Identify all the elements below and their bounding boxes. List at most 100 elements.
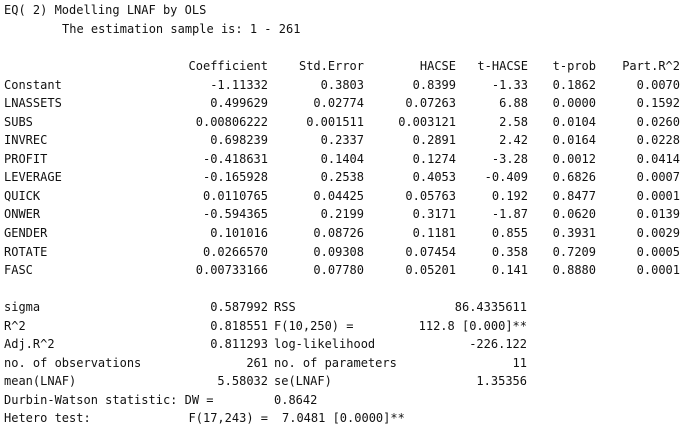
- stat-label: Adj.R^2: [4, 337, 55, 352]
- cell: 0.4053: [412, 170, 456, 185]
- cell: 0.09308: [313, 244, 364, 259]
- column-header: t-HACSE: [477, 59, 528, 73]
- column-header: HACSE: [419, 59, 456, 73]
- row-label: ROTATE: [4, 244, 48, 259]
- cell: 0.0012: [552, 151, 596, 166]
- cell: 0.0260: [636, 114, 680, 129]
- cell: 0.003121: [398, 114, 456, 129]
- stat-label: mean(LNAF): [4, 374, 77, 389]
- column-header: t-prob: [552, 59, 596, 73]
- stat-value: 1.35356: [476, 374, 527, 389]
- cell: 0.00806222: [195, 114, 268, 129]
- row-label: Constant: [4, 77, 62, 92]
- stat-label: sigma: [4, 300, 41, 315]
- cell: 0.0029: [636, 225, 680, 240]
- cell: 0.07780: [313, 263, 364, 278]
- cell: 0.698239: [210, 133, 268, 148]
- cell: 2.58: [499, 114, 528, 129]
- stat-value: 0.811293: [210, 337, 268, 352]
- cell: 0.0104: [552, 114, 596, 129]
- cell: 0.00733166: [195, 263, 268, 278]
- stat-label: no. of observations: [4, 355, 142, 370]
- cell: 0.0414: [636, 151, 680, 166]
- cell: 0.1181: [412, 225, 456, 240]
- cell: -3.28: [491, 151, 528, 166]
- cell: -0.165928: [202, 170, 268, 185]
- row-label: INVREC: [4, 133, 48, 148]
- cell: 0.05763: [405, 188, 456, 203]
- row-label: LNASSETS: [4, 96, 62, 111]
- cell: -0.409: [484, 170, 528, 185]
- cell: 0.8399: [412, 77, 456, 92]
- stat-label: se(LNAF): [274, 374, 332, 389]
- cell: 0.101016: [210, 225, 268, 240]
- cell: 0.8880: [552, 263, 596, 278]
- cell: 0.8477: [552, 188, 596, 203]
- cell: 6.88: [499, 96, 528, 111]
- cell: -1.33: [491, 77, 528, 92]
- stat-label: R^2: [4, 318, 26, 333]
- cell: 0.358: [491, 244, 528, 259]
- cell: -1.11332: [210, 77, 268, 92]
- cell: 0.08726: [313, 225, 364, 240]
- cell: 0.499629: [210, 96, 268, 111]
- cell: 0.0139: [636, 207, 680, 222]
- row-label: LEVERAGE: [4, 170, 62, 185]
- row-label: SUBS: [4, 114, 33, 129]
- cell: 0.2891: [412, 133, 456, 148]
- stat-value: 112.8 [0.000]**: [418, 318, 527, 333]
- stat-value: 5.58032: [217, 374, 268, 389]
- cell: 0.0001: [636, 263, 680, 278]
- column-header: Std.Error: [298, 59, 364, 73]
- cell: -0.594365: [202, 207, 268, 222]
- stat-label: log-likelihood: [274, 337, 376, 352]
- cell: 0.3803: [320, 77, 364, 92]
- cell: 0.0001: [636, 188, 680, 203]
- stat-label: Durbin-Watson statistic: DW =: [4, 392, 214, 407]
- cell: 0.855: [491, 225, 528, 240]
- row-label: ONWER: [4, 207, 41, 222]
- row-label: FASC: [4, 263, 33, 278]
- cell: 0.1592: [636, 96, 680, 111]
- stat-value: 86.4335611: [454, 300, 527, 315]
- sample: The estimation sample is: 1 - 261: [62, 22, 301, 36]
- stat-value: 0.818551: [210, 318, 268, 333]
- cell: 0.0110765: [202, 188, 268, 203]
- cell: 0.07454: [405, 244, 456, 259]
- cell: 0.02774: [313, 96, 364, 111]
- cell: 0.0266570: [202, 244, 268, 259]
- cell: 0.7209: [552, 244, 596, 259]
- cell: 2.42: [499, 133, 528, 148]
- stat-value: 0.587992: [210, 300, 268, 315]
- stat-value: 261: [246, 355, 268, 370]
- cell: 0.0620: [552, 207, 596, 222]
- cell: 0.0070: [636, 77, 680, 92]
- row-label: PROFIT: [4, 151, 48, 166]
- cell: 0.1404: [320, 151, 364, 166]
- cell: 0.0007: [636, 170, 680, 185]
- stat-value: -226.122: [469, 337, 527, 352]
- cell: 0.0228: [636, 133, 680, 148]
- cell: 0.6826: [552, 170, 596, 185]
- stat-label: F(10,250) =: [274, 318, 354, 333]
- row-label: GENDER: [4, 225, 48, 240]
- stat-value: 11: [512, 355, 527, 370]
- cell: -1.87: [491, 207, 528, 222]
- row-label: QUICK: [4, 188, 41, 203]
- stat-label: Hetero test:: [4, 411, 91, 426]
- cell: 0.3931: [552, 225, 596, 240]
- column-header: Part.R^2: [622, 59, 680, 73]
- cell: -0.418631: [202, 151, 268, 166]
- cell: 0.3171: [412, 207, 456, 222]
- cell: 0.1862: [552, 77, 596, 92]
- stat-value: 0.8642: [274, 392, 318, 407]
- cell: 0.2199: [320, 207, 364, 222]
- cell: 0.1274: [412, 151, 456, 166]
- stat-label: no. of parameters: [274, 355, 397, 370]
- title: EQ( 2) Modelling LNAF by OLS: [4, 3, 207, 17]
- cell: 0.141: [491, 263, 528, 278]
- cell: 0.0000: [552, 96, 596, 111]
- cell: 0.2337: [320, 133, 364, 148]
- cell: 0.0164: [552, 133, 596, 148]
